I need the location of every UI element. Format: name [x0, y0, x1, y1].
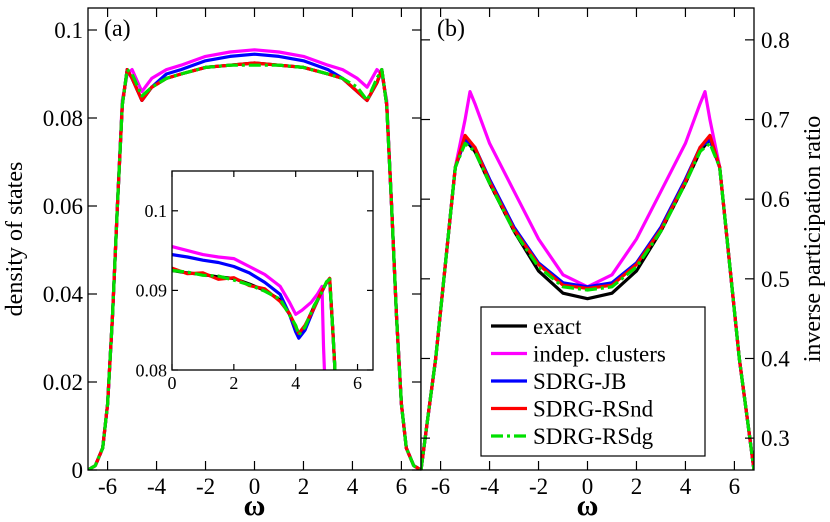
series-line-indep-clusters [172, 245, 327, 370]
y-tick-label: 0.09 [136, 281, 168, 301]
y-tick-label: 0.5 [761, 267, 790, 292]
x-tick-label: -6 [431, 474, 450, 499]
axes-frame [171, 170, 374, 371]
x-tick-label: -6 [98, 474, 117, 499]
y-tick-label: 0.08 [43, 106, 83, 131]
series-line-sdrg-rsdg [421, 141, 754, 470]
y-tick-label: 0.08 [136, 360, 168, 380]
panel-label: (a) [104, 16, 131, 42]
y-tick-label: 0.6 [761, 187, 790, 212]
x-tick-label: 4 [291, 373, 300, 393]
series-line-sdrg-rsdg [172, 268, 337, 370]
y-axis-label: density of states [2, 162, 28, 317]
y-tick-label: 0.1 [54, 18, 83, 43]
x-tick-label: 2 [298, 474, 310, 499]
legend-label: SDRG-JB [533, 369, 626, 394]
series-group [172, 245, 337, 370]
plot-area [172, 171, 373, 370]
y-tick-label: 0 [72, 458, 84, 483]
x-tick-label: 6 [353, 373, 362, 393]
y-tick-label: 0.1 [145, 201, 168, 221]
x-tick-label: 6 [729, 474, 741, 499]
panel-1: 0 2 4 6 0.08 0.09 0.1 [136, 170, 374, 393]
series-line-sdrg-rsdg [88, 63, 421, 470]
panel-label: (b) [437, 16, 465, 42]
x-tick-label: -4 [147, 474, 167, 499]
x-tick-label: 0 [582, 474, 594, 499]
x-tick-label: 0 [168, 373, 177, 393]
legend-label: SDRG-RSdg [533, 424, 654, 449]
x-axis-label: ω [577, 489, 599, 522]
series-group [421, 89, 754, 470]
panel-2: -6 -4 -2 0 2 4 6 0.3 0.4 0.5 0.6 0.7 0.8 ω inverse par… [420, 7, 826, 522]
x-tick-label: -4 [480, 474, 500, 499]
x-tick-label: 2 [631, 474, 643, 499]
x-tick-label: 0 [249, 474, 261, 499]
x-tick-label: 2 [229, 373, 238, 393]
x-tick-label: -2 [529, 474, 548, 499]
x-tick-label: 6 [396, 474, 408, 499]
legend-label: exact [533, 314, 582, 339]
legend-label: SDRG-RSnd [533, 397, 654, 422]
legend-label: indep. clusters [533, 342, 666, 367]
y-tick-label: 0.4 [761, 347, 790, 372]
x-tick-label: 4 [347, 474, 359, 499]
y-axis-label: inverse participation ratio [800, 116, 826, 363]
y-tick-label: 0.02 [43, 370, 83, 395]
y-tick-label: 0.7 [761, 108, 790, 133]
series-group [88, 48, 421, 470]
y-tick-label: 0.04 [43, 282, 84, 307]
chart-layer: -6 -4 -2 0 2 4 6 0 0.02 0.04 0.06 0.08 0.1 ω density o… [2, 7, 826, 522]
x-axis-label: ω [244, 489, 266, 522]
y-tick-label: 0.3 [761, 426, 790, 451]
y-tick-label: 0.06 [43, 194, 83, 219]
x-tick-label: 4 [680, 474, 692, 499]
y-tick-label: 0.8 [761, 28, 790, 53]
x-tick-label: -2 [196, 474, 215, 499]
